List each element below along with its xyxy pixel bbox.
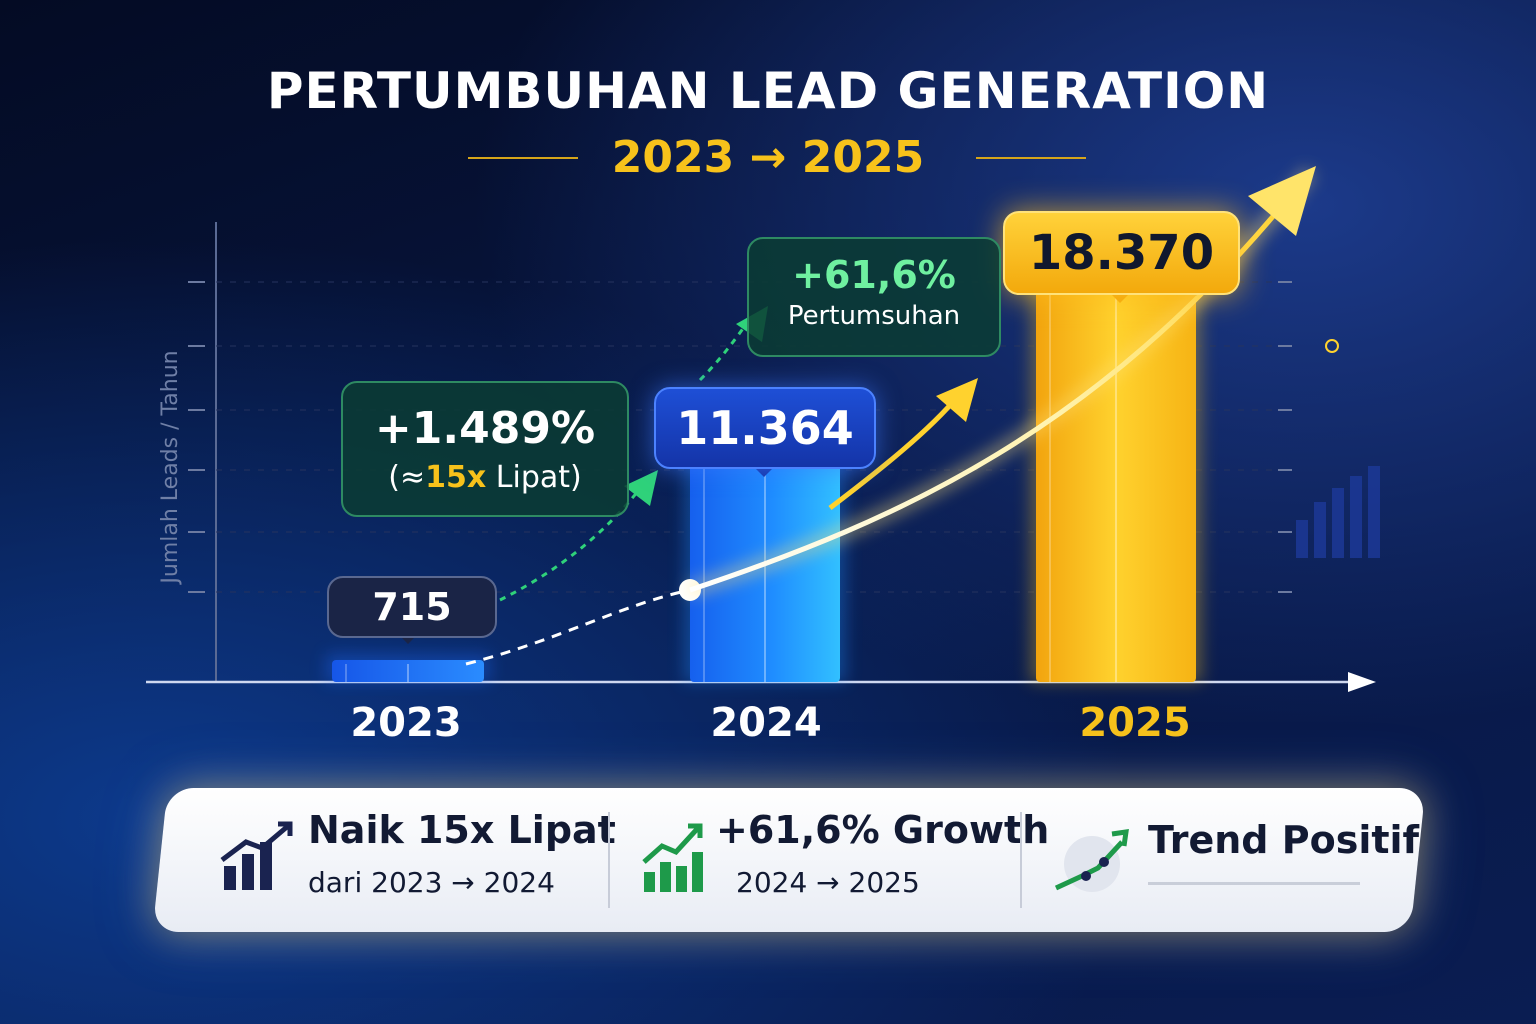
bar-chart-up-icon <box>220 821 293 890</box>
bar-2024 <box>690 408 840 682</box>
value-label-2023: 715 <box>327 576 497 638</box>
growth-caption-2: Pertumsuhan <box>787 301 961 331</box>
summary-title-3: Trend Positif <box>1148 818 1420 862</box>
y-axis-label: Jumlah Leads / Tahun <box>158 350 183 584</box>
x-tick-2024: 2024 <box>710 700 822 746</box>
trend-arrowhead <box>1248 166 1316 236</box>
summary-title-2: +61,6% Growth <box>716 808 1050 852</box>
value-label-2024: 11.364 <box>654 387 876 469</box>
growth-multiplier-1: (≈15x Lipat) <box>388 460 582 495</box>
trend-dashed <box>465 588 691 666</box>
subtitle-rule-left <box>468 157 578 159</box>
bar-2023 <box>332 660 484 682</box>
trend-line-icon <box>1054 829 1129 892</box>
summary-underline <box>1148 882 1360 885</box>
summary-title-1: Naik 15x Lipat <box>308 808 616 852</box>
bar-2025 <box>1036 239 1196 682</box>
growth-percent-2: +61,6% <box>792 253 956 297</box>
summary-item-1: Naik 15x Lipat dari 2023 → 2024 <box>308 808 616 899</box>
decor-bar-1 <box>1314 502 1326 558</box>
growth-arrow-1 <box>499 477 650 602</box>
x-tick-2023: 2023 <box>350 700 462 746</box>
x-axis-arrow <box>1348 672 1376 692</box>
summary-subtitle-2: 2024 → 2025 <box>736 866 920 899</box>
summary-item-2: +61,6% Growth 2024 → 2025 <box>716 808 1049 899</box>
growth-chart-icon <box>642 823 703 892</box>
mid-trend-arrowhead <box>936 378 978 422</box>
summary-item-3: Trend Positif <box>1148 818 1419 862</box>
decor-bar-2 <box>1332 488 1344 558</box>
growth-callout-2024-2025: +61,6% Pertumsuhan <box>747 237 1001 357</box>
x-tick-2025: 2025 <box>1079 700 1191 746</box>
mid-trend-arrow <box>828 394 960 510</box>
value-label-2025: 18.370 <box>1003 211 1240 295</box>
growth-percent-1: +1.489% <box>374 403 596 454</box>
decor-bar-3 <box>1350 476 1362 558</box>
summary-divider-2 <box>1020 812 1022 908</box>
decor-bar-0 <box>1296 520 1308 558</box>
page-subtitle: 2023 → 2025 <box>611 132 925 183</box>
growth-arrowhead-1 <box>624 470 658 506</box>
growth-callout-2023-2024: +1.489% (≈15x Lipat) <box>341 381 629 517</box>
summary-divider-1 <box>608 812 610 908</box>
decor-bar-4 <box>1368 466 1380 558</box>
decor-circle <box>1325 339 1339 353</box>
summary-subtitle-1: dari 2023 → 2024 <box>308 866 555 899</box>
subtitle-rule-right <box>976 157 1086 159</box>
page-title: PERTUMBUHAN LEAD GENERATION <box>266 62 1270 120</box>
